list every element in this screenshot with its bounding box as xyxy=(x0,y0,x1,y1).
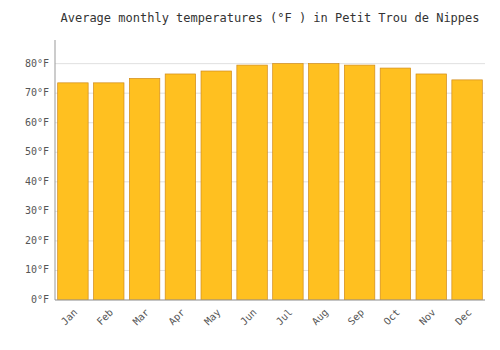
bar xyxy=(165,74,195,300)
y-tick-label: 20°F xyxy=(25,235,49,246)
grid xyxy=(55,64,485,300)
x-axis-line xyxy=(55,300,485,301)
x-tick-label: Sep xyxy=(346,307,367,328)
y-tick-label: 70°F xyxy=(25,87,49,98)
y-tick-label: 30°F xyxy=(25,205,49,216)
x-tick-label: Mar xyxy=(131,307,152,328)
x-tick-label: May xyxy=(202,307,223,328)
x-tick-label: Feb xyxy=(95,307,116,328)
grid-line xyxy=(55,300,485,301)
x-tick-label: Nov xyxy=(417,307,438,328)
bars xyxy=(58,64,483,300)
bar xyxy=(201,71,231,300)
bar xyxy=(452,80,482,300)
x-tick-label: Aug xyxy=(310,307,331,328)
bar xyxy=(309,64,339,300)
x-tick-label: Dec xyxy=(453,307,474,328)
chart-container: Average monthly temperatures (°F ) in Pe… xyxy=(0,0,500,350)
x-tick-label: Apr xyxy=(166,307,187,328)
bar xyxy=(273,64,303,300)
x-tick-label: Jun xyxy=(238,307,259,328)
y-tick-label: 40°F xyxy=(25,176,49,187)
bar xyxy=(237,65,267,300)
title: Average monthly temperatures (°F ) in Pe… xyxy=(60,11,479,25)
y-tick-label: 60°F xyxy=(25,117,49,128)
y-tick-label: 80°F xyxy=(25,58,49,69)
x-tick-label: Oct xyxy=(381,307,402,328)
bar xyxy=(380,68,410,300)
bar xyxy=(58,83,88,300)
x-tick-label: Jan xyxy=(59,307,80,328)
y-tick-label: 0°F xyxy=(31,294,49,305)
bar xyxy=(416,74,446,300)
bar xyxy=(344,65,374,300)
x-tick-label: Jul xyxy=(274,307,295,328)
chart-svg: Average monthly temperatures (°F ) in Pe… xyxy=(0,0,500,350)
bar xyxy=(129,78,159,300)
y-tick-label: 10°F xyxy=(25,264,49,275)
y-axis-line xyxy=(55,40,56,300)
bar xyxy=(94,83,124,300)
grid-line xyxy=(55,63,485,64)
y-tick-label: 50°F xyxy=(25,146,49,157)
